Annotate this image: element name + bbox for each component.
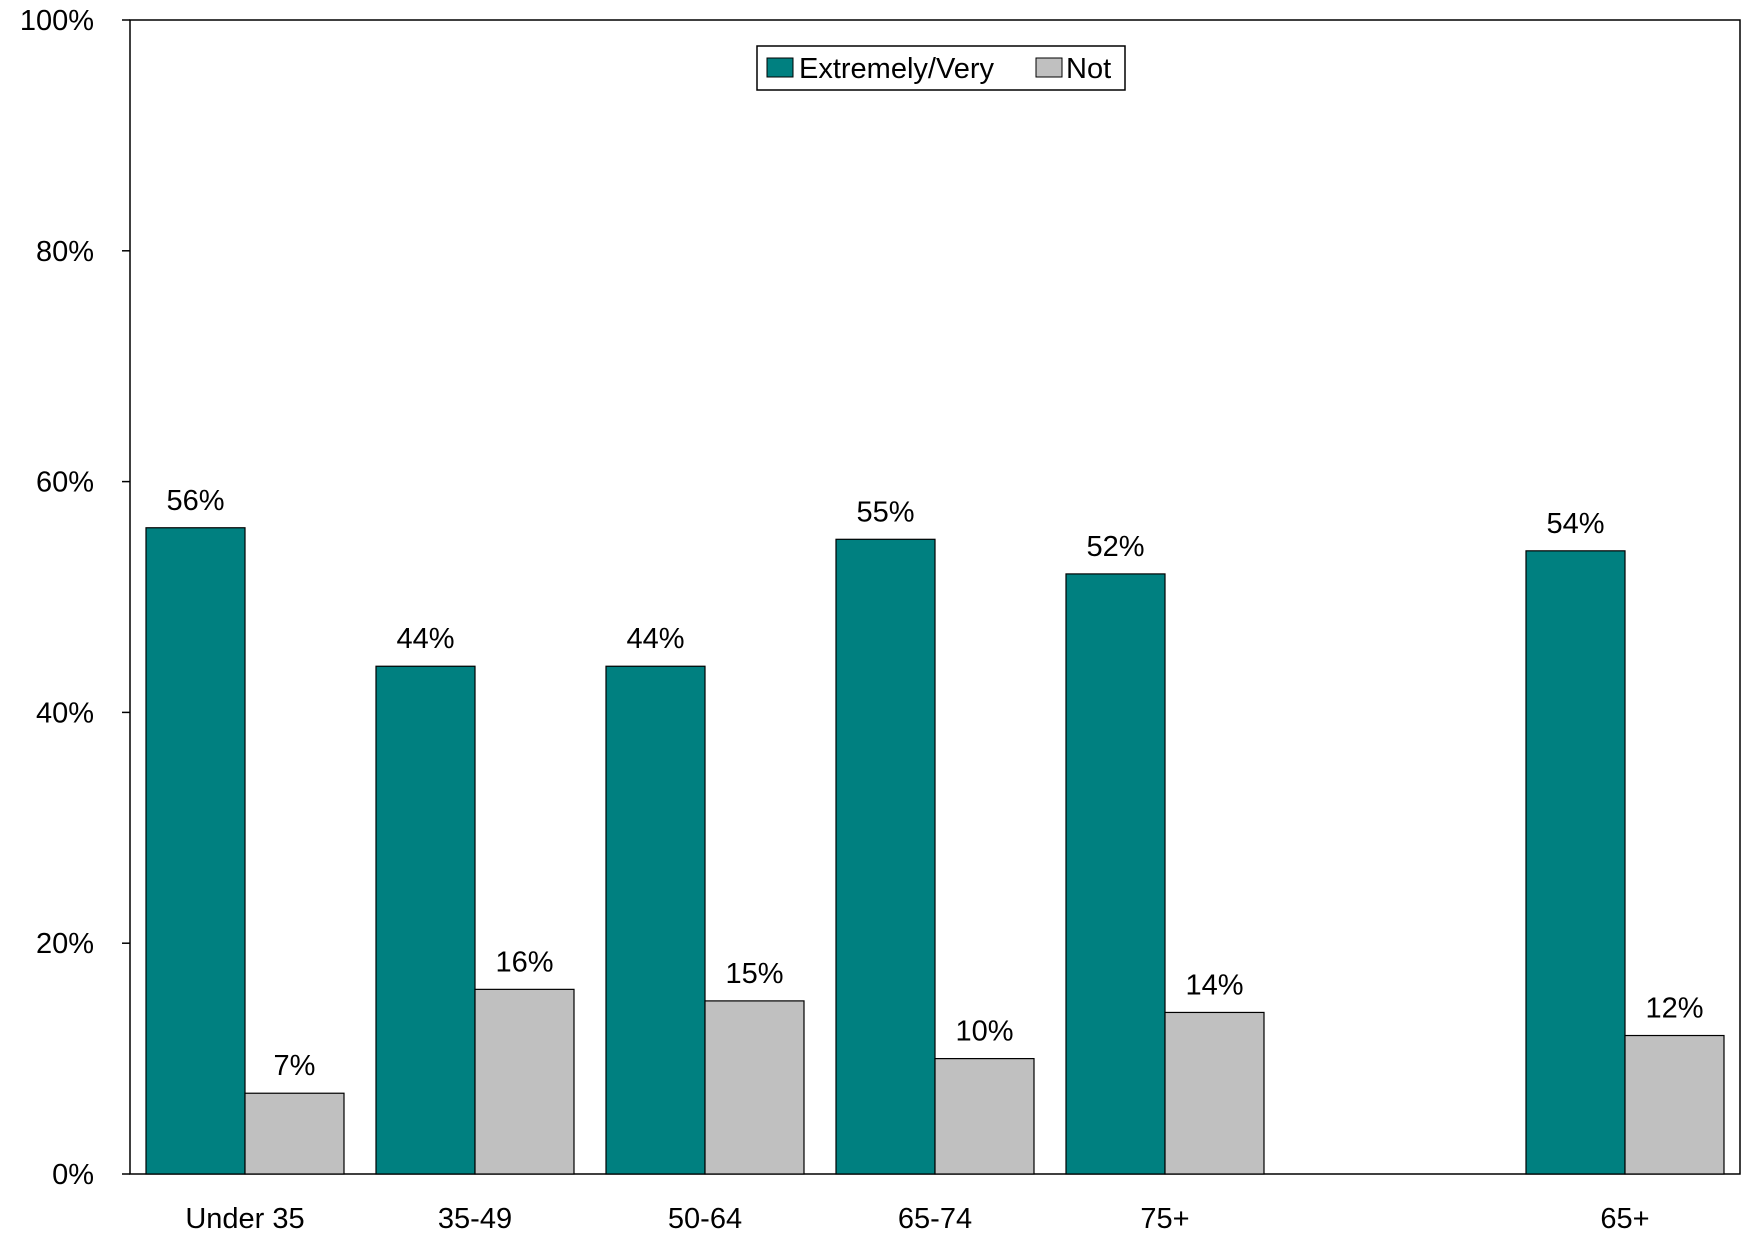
bar-extremely-very-75 [1065,573,1166,1175]
data-label-extremely-very: 44% [626,623,684,655]
legend: Extremely/Very Not [756,45,1126,91]
y-axis: 0% 20% 40% 60% 80% 100% [20,5,130,1191]
bars-group [145,527,1725,1175]
bar-not-50-64 [704,1000,805,1175]
bar-not-65 [1624,1034,1725,1175]
x-category-label: Under 35 [185,1203,304,1234]
data-label-extremely-very: 56% [166,485,224,517]
bar-extremely-very-65 [1525,550,1626,1175]
data-label-not: 7% [274,1050,316,1082]
legend-swatch-extremely-very [766,57,794,78]
data-label-extremely-very: 54% [1546,508,1604,540]
y-tick-label: 60% [36,467,94,499]
bar-extremely-very-65-74 [835,538,936,1175]
x-category-label: 35-49 [438,1203,512,1234]
legend-swatch-not [1035,57,1063,78]
x-category-label: 50-64 [668,1203,742,1234]
bar-not-75 [1164,1011,1265,1175]
legend-label-not: Not [1066,53,1111,85]
bar-extremely-very-35-49 [375,665,476,1175]
x-category-label: 65-74 [898,1203,972,1234]
data-label-not: 16% [495,946,553,978]
bar-not-under-35 [244,1092,345,1175]
y-tick-label: 80% [36,236,94,268]
y-tick-label: 40% [36,697,94,729]
legend-frame [756,45,1126,91]
y-tick-label: 0% [52,1159,94,1191]
bar-extremely-very-50-64 [605,665,706,1175]
data-labels-group: 56% 7% 44% 16% 44% 15% 55% 10% 52% 14% 54% 12% [166,485,1703,1082]
y-tick-label: 100% [20,5,94,37]
bar-not-35-49 [474,988,575,1175]
x-category-label: 65+ [1600,1203,1649,1234]
data-label-extremely-very: 44% [396,623,454,655]
data-label-extremely-very: 52% [1086,531,1144,563]
bar-extremely-very-under-35 [145,527,246,1175]
data-label-not: 10% [955,1016,1013,1048]
data-label-not: 12% [1645,993,1703,1025]
data-label-extremely-very: 55% [856,496,914,528]
y-tick-label: 20% [36,928,94,960]
x-axis: Under 35 35-49 50-64 65-74 75+ 65+ [185,1203,1649,1234]
legend-label-extremely-very: Extremely/Very [799,53,994,85]
data-label-not: 14% [1185,969,1243,1001]
data-label-not: 15% [725,958,783,990]
x-category-label: 75+ [1140,1203,1189,1234]
bar-not-65-74 [934,1057,1035,1175]
